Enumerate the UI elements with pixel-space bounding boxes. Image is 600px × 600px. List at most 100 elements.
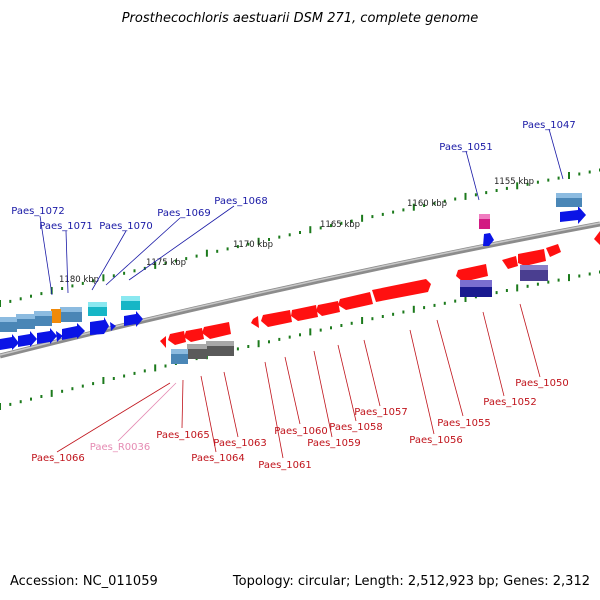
scale-tick xyxy=(154,261,157,269)
gene-label-paes-1050[interactable]: Paes_1050 xyxy=(515,378,569,389)
scale-tick xyxy=(495,189,498,192)
gene-block[interactable] xyxy=(479,214,490,219)
scale-tick xyxy=(516,284,519,292)
gene-label-paes-1066[interactable]: Paes_1066 xyxy=(31,453,85,464)
gene-arrow-forward[interactable] xyxy=(483,233,494,246)
scale-tick xyxy=(299,333,301,337)
gene-arrow-reverse[interactable] xyxy=(372,279,431,302)
gene-label-paes-1068[interactable]: Paes_1068 xyxy=(214,196,268,207)
scale-tick xyxy=(557,278,560,282)
scale-tick xyxy=(568,172,570,179)
gene-arrow-reverse[interactable] xyxy=(291,305,318,321)
scale-tick xyxy=(71,284,74,288)
gene-block[interactable] xyxy=(88,302,107,307)
gene-arrow-forward[interactable] xyxy=(90,317,109,335)
gene-label-paes-1071[interactable]: Paes_1071 xyxy=(39,221,93,232)
gene-label-paes-1047[interactable]: Paes_1047 xyxy=(522,120,576,131)
scale-tick xyxy=(92,279,95,283)
gene-block[interactable] xyxy=(556,193,582,198)
gene-block[interactable] xyxy=(60,307,82,312)
kbp-label-1175: 1175 kbp xyxy=(146,258,186,268)
scale-tick xyxy=(505,186,508,190)
gene-label-paes-1059[interactable]: Paes_1059 xyxy=(307,438,361,449)
scale-tick xyxy=(123,271,126,275)
gene-arrow-reverse[interactable] xyxy=(594,231,600,245)
gene-label-paes-1065[interactable]: Paes_1065 xyxy=(156,430,210,441)
gene-block[interactable] xyxy=(187,344,207,349)
gene-label-paes-1069[interactable]: Paes_1069 xyxy=(157,208,211,219)
gene-arrow-reverse[interactable] xyxy=(202,322,231,339)
gene-arrow-reverse[interactable] xyxy=(261,310,292,327)
gene-arrow-forward[interactable] xyxy=(110,322,116,331)
gene-arrow-forward[interactable] xyxy=(124,311,143,327)
scale-tick xyxy=(133,371,136,375)
scale-tick xyxy=(164,364,167,368)
gene-block[interactable] xyxy=(121,296,140,301)
gene-label-paes-r0036[interactable]: Paes_R0036 xyxy=(90,442,150,453)
gene-arrow-forward[interactable] xyxy=(56,331,63,342)
kbp-label-1180: 1180 kbp xyxy=(59,275,99,285)
gene-label-paes-1051[interactable]: Paes_1051 xyxy=(439,142,493,153)
gene-label-paes-1060[interactable]: Paes_1060 xyxy=(274,426,328,437)
gene-label-paes-1055[interactable]: Paes_1055 xyxy=(437,418,491,429)
gene-block[interactable] xyxy=(51,309,61,323)
gene-label-paes-1072[interactable]: Paes_1072 xyxy=(11,206,65,217)
gene-label-paes-1058[interactable]: Paes_1058 xyxy=(329,422,383,433)
scale-tick xyxy=(92,382,95,386)
scale-tick xyxy=(340,324,343,327)
scale-tick xyxy=(268,238,270,241)
gene-arrow-reverse[interactable] xyxy=(456,264,488,282)
gene-arrow-reverse[interactable] xyxy=(251,316,259,328)
genome-summary-text: Topology: circular; Length: 2,512,923 bp… xyxy=(232,574,590,589)
gene-label-paes-1057[interactable]: Paes_1057 xyxy=(354,407,408,418)
gene-arrow-forward[interactable] xyxy=(0,334,19,350)
gene-arrow-reverse[interactable] xyxy=(184,328,204,342)
gene-arrow-reverse[interactable] xyxy=(168,331,186,345)
gene-block[interactable] xyxy=(16,314,35,319)
outer-tick-ring xyxy=(0,168,600,307)
scale-tick xyxy=(454,197,457,201)
gene-arrow-reverse[interactable] xyxy=(502,256,518,269)
gene-block[interactable] xyxy=(0,317,17,322)
scale-tick xyxy=(371,317,374,321)
gene-arrow-reverse[interactable] xyxy=(546,244,561,257)
scale-tick xyxy=(112,274,115,278)
scale-tick xyxy=(71,387,74,391)
gene-arrow-reverse[interactable] xyxy=(160,336,166,348)
scale-tick xyxy=(568,274,570,282)
gene-arrow-reverse[interactable] xyxy=(338,292,373,310)
scale-tick xyxy=(278,235,281,239)
gene-arrow-reverse[interactable] xyxy=(518,249,546,266)
gene-label-paes-1063[interactable]: Paes_1063 xyxy=(213,438,267,449)
scale-tick xyxy=(0,403,1,410)
gene-arrow-reverse[interactable] xyxy=(316,301,340,316)
scale-tick xyxy=(205,249,208,257)
gene-label-paes-1064[interactable]: Paes_1064 xyxy=(191,453,245,464)
gene-arrow-forward[interactable] xyxy=(62,323,85,340)
gene-arrow-forward[interactable] xyxy=(560,206,586,224)
gene-block[interactable] xyxy=(460,280,492,287)
kbp-label-1155: 1155 kbp xyxy=(494,177,534,187)
gene-label-paes-1061[interactable]: Paes_1061 xyxy=(258,460,312,471)
reverse-strand-genes xyxy=(160,231,600,348)
kbp-label-1160: 1160 kbp xyxy=(407,199,447,209)
scale-tick xyxy=(330,326,332,330)
scale-tick xyxy=(40,395,43,398)
inner-tick-ring xyxy=(0,270,600,410)
gene-block[interactable] xyxy=(34,311,52,316)
scale-tick xyxy=(133,269,136,273)
gene-block[interactable] xyxy=(479,214,490,229)
gene-block[interactable] xyxy=(171,349,188,354)
gene-label-paes-1052[interactable]: Paes_1052 xyxy=(483,397,537,408)
scale-tick xyxy=(381,212,384,216)
gene-block[interactable] xyxy=(206,341,234,346)
gene-arrow-forward[interactable] xyxy=(18,331,37,347)
top-gene-labels: Paes_1047 Paes_1051 Paes_1068 Paes_1069 … xyxy=(11,120,576,232)
gene-label-paes-1056[interactable]: Paes_1056 xyxy=(409,435,463,446)
scale-tick xyxy=(578,172,581,176)
gene-block[interactable] xyxy=(520,265,548,270)
scale-tick xyxy=(350,321,353,325)
gene-arrow-forward[interactable] xyxy=(37,328,57,344)
gene-label-paes-1070[interactable]: Paes_1070 xyxy=(99,221,153,232)
